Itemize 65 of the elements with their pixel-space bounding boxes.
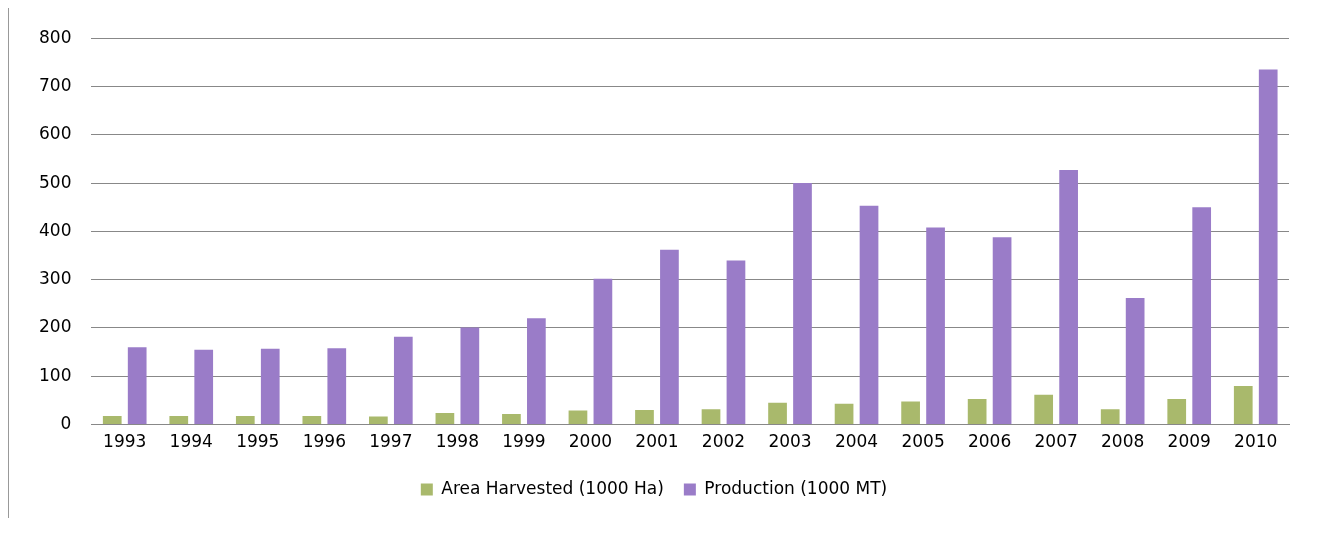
bar bbox=[327, 348, 347, 425]
bar bbox=[235, 415, 255, 425]
legend-label: Production (1000 MT) bbox=[704, 477, 888, 498]
bar bbox=[1233, 385, 1253, 425]
bar bbox=[502, 413, 521, 425]
bar bbox=[1192, 207, 1212, 425]
bar bbox=[593, 278, 613, 425]
bar bbox=[926, 227, 945, 425]
bar bbox=[568, 410, 588, 425]
x-tick-label: 1999 bbox=[502, 431, 546, 452]
x-tick-label: 1998 bbox=[435, 431, 479, 452]
y-tick-label: 0 bbox=[60, 413, 72, 434]
x-tick-label: 1995 bbox=[236, 431, 280, 452]
bar bbox=[660, 249, 679, 425]
x-tick-label: 2001 bbox=[635, 431, 679, 452]
bar bbox=[859, 205, 879, 425]
bar bbox=[1167, 399, 1187, 425]
bar bbox=[302, 415, 322, 425]
bar bbox=[992, 237, 1012, 425]
bar bbox=[1059, 170, 1078, 425]
y-tick-label: 300 bbox=[38, 268, 72, 289]
y-tick-label: 100 bbox=[38, 364, 72, 385]
x-tick-label: 2007 bbox=[1034, 431, 1078, 452]
x-tick-label: 2003 bbox=[768, 431, 812, 452]
bar bbox=[369, 416, 388, 425]
y-tick-label: 800 bbox=[38, 26, 72, 47]
bar bbox=[768, 402, 787, 425]
bar bbox=[127, 347, 147, 425]
x-tick-label: 2000 bbox=[568, 431, 613, 452]
bar bbox=[194, 349, 214, 425]
y-tick-label: 600 bbox=[38, 123, 72, 144]
x-tick-label: 2004 bbox=[834, 431, 879, 452]
bar bbox=[701, 409, 721, 425]
bar bbox=[435, 413, 455, 425]
y-tick-label: 400 bbox=[38, 219, 72, 240]
bar bbox=[793, 183, 812, 425]
x-tick-label: 1994 bbox=[169, 431, 213, 452]
bar bbox=[527, 318, 546, 425]
bar bbox=[260, 348, 280, 425]
x-tick-label: 2002 bbox=[701, 431, 746, 452]
bar bbox=[169, 415, 189, 425]
bar bbox=[901, 401, 920, 425]
bar bbox=[393, 336, 413, 425]
x-tick-label: 2008 bbox=[1101, 431, 1145, 452]
x-tick-label: 2005 bbox=[901, 431, 945, 452]
x-tick-label: 1997 bbox=[369, 431, 413, 452]
y-tick-label: 500 bbox=[38, 171, 72, 192]
bar bbox=[460, 327, 480, 425]
bar bbox=[1034, 394, 1054, 425]
y-tick-label: 200 bbox=[38, 316, 72, 337]
x-tick-label: 2006 bbox=[967, 431, 1012, 452]
bar bbox=[102, 415, 122, 425]
bar bbox=[834, 403, 854, 425]
x-tick-label: 2009 bbox=[1167, 431, 1211, 452]
bar bbox=[967, 399, 987, 425]
legend-label: Area Harvested (1000 Ha) bbox=[441, 477, 664, 498]
y-tick-label: 700 bbox=[38, 74, 72, 95]
x-tick-label: 1996 bbox=[302, 431, 346, 452]
bar bbox=[1100, 409, 1120, 425]
bar bbox=[1258, 69, 1278, 425]
bar bbox=[1125, 298, 1145, 425]
x-tick-label: 2010 bbox=[1234, 431, 1278, 452]
x-tick-label: 1993 bbox=[103, 431, 147, 452]
bar bbox=[635, 410, 654, 425]
bar bbox=[726, 260, 746, 425]
